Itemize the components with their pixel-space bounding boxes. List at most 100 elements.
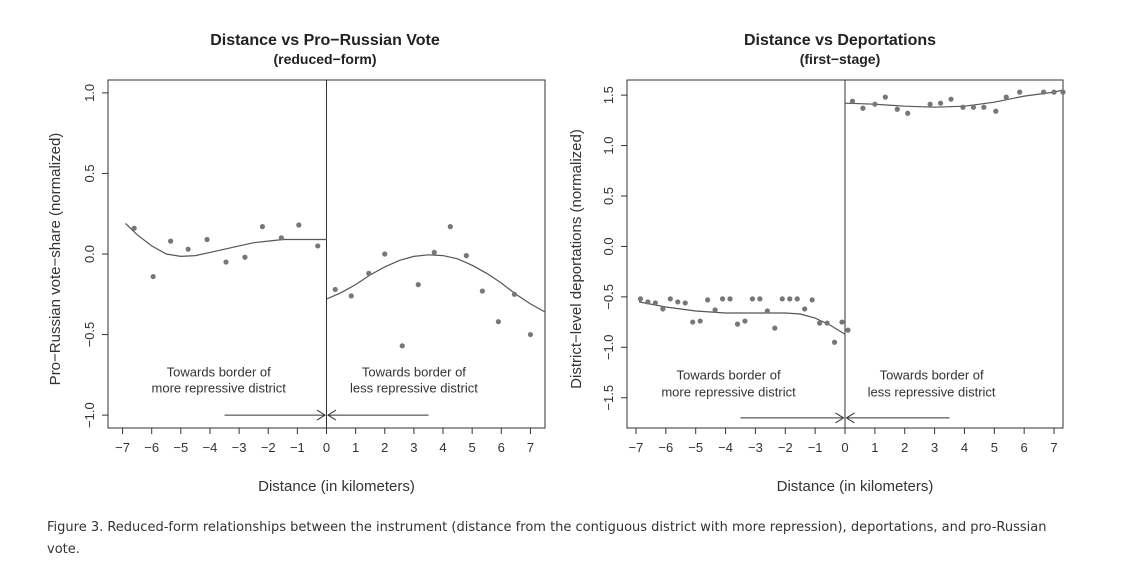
y-tick-label: 1.0 <box>82 84 97 102</box>
x-tick-label: −6 <box>658 440 673 455</box>
data-point <box>223 259 229 265</box>
data-point <box>727 296 733 302</box>
data-point <box>742 318 748 324</box>
data-point <box>399 343 405 349</box>
data-point <box>697 318 703 324</box>
data-point <box>734 321 741 327</box>
data-point <box>131 225 137 231</box>
data-point <box>527 331 534 338</box>
data-point <box>993 108 999 114</box>
data-point <box>1051 89 1057 95</box>
data-point <box>1040 89 1047 95</box>
x-tick-label: 0 <box>323 440 330 455</box>
data-point <box>712 307 718 313</box>
data-point <box>845 327 851 333</box>
fit-curve-right <box>844 89 1064 108</box>
annotation-line-1: Towards border of <box>880 368 984 383</box>
fit-curve-right <box>326 254 546 313</box>
y-tick-label: −0.5 <box>82 322 97 348</box>
data-point <box>970 104 977 110</box>
x-tick-label: −3 <box>232 440 247 455</box>
x-tick-label: −7 <box>115 440 130 455</box>
x-tick-label: −1 <box>290 440 305 455</box>
data-point <box>447 224 453 230</box>
data-point <box>667 296 673 302</box>
chart-title: Distance vs Pro−Russian Vote <box>210 32 440 49</box>
x-tick-label: 7 <box>1050 440 1057 455</box>
data-point <box>719 296 726 302</box>
x-tick-label: 3 <box>931 440 938 455</box>
figure: Distance vs Pro−Russian Vote (reduced−for… <box>47 32 1066 495</box>
x-tick-label: 5 <box>991 440 998 455</box>
x-tick-label: 2 <box>381 440 388 455</box>
x-tick-label: −6 <box>144 440 159 455</box>
data-point <box>787 296 793 302</box>
data-point <box>764 308 770 314</box>
y-tick-label: −0.5 <box>601 284 616 310</box>
x-tick-label: −3 <box>748 440 763 455</box>
data-point <box>682 300 688 306</box>
data-point <box>150 273 156 280</box>
data-point <box>860 105 866 111</box>
x-tick-label: 6 <box>498 440 505 455</box>
annotation-line-2: more repressive district <box>661 385 796 400</box>
y-tick-label: 0.5 <box>601 187 616 205</box>
data-point <box>749 296 756 302</box>
data-point <box>463 253 469 259</box>
data-point <box>757 296 763 302</box>
data-point <box>927 101 933 107</box>
arrow-head <box>835 412 845 424</box>
x-tick-label: −5 <box>688 440 703 455</box>
x-tick-label: 0 <box>841 440 848 455</box>
data-point <box>817 320 823 326</box>
x-tick-label: −1 <box>808 440 823 455</box>
fit-curve-left <box>638 301 846 335</box>
data-point <box>849 98 856 104</box>
data-point <box>948 96 954 102</box>
data-point <box>185 246 191 252</box>
fit-curve-left <box>125 222 327 258</box>
data-point <box>660 306 666 312</box>
x-axis-label: Distance (in kilometers) <box>258 478 415 495</box>
data-point <box>772 325 778 331</box>
data-point <box>278 235 284 241</box>
data-point <box>824 320 830 326</box>
annotation-line-2: less repressive district <box>868 385 996 400</box>
x-tick-label: −2 <box>778 440 793 455</box>
x-tick-label: −4 <box>718 440 733 455</box>
data-point <box>960 104 966 110</box>
x-tick-label: 6 <box>1021 440 1028 455</box>
annotation-line-2: more repressive district <box>152 381 287 396</box>
data-point <box>479 288 485 294</box>
data-point <box>495 319 501 325</box>
y-axis-label: District−level deportations (normalized) <box>568 129 585 389</box>
x-tick-label: 4 <box>961 440 968 455</box>
y-axis-label: Pro−Russian vote−share (normalized) <box>47 133 64 386</box>
x-tick-label: −4 <box>203 440 218 455</box>
data-point <box>259 224 266 230</box>
data-point <box>332 286 338 293</box>
data-point <box>296 222 302 228</box>
data-point <box>839 319 845 325</box>
data-point <box>794 296 800 302</box>
x-tick-label: 4 <box>439 440 446 455</box>
annotation-line-1: Towards border of <box>362 364 466 379</box>
data-point <box>1060 89 1066 95</box>
arrow-head <box>327 409 337 421</box>
data-point <box>645 299 651 305</box>
data-point <box>431 249 437 255</box>
data-point <box>168 238 174 244</box>
x-tick-label: 5 <box>469 440 476 455</box>
data-point <box>937 100 944 106</box>
data-point <box>831 339 838 345</box>
y-tick-label: 1.5 <box>601 86 616 104</box>
data-point <box>882 94 888 100</box>
data-point <box>802 306 808 312</box>
data-point <box>1003 94 1009 100</box>
x-tick-label: −7 <box>629 440 644 455</box>
chart-title: Distance vs Deportations <box>744 32 936 49</box>
panel-vote: Distance vs Pro−Russian Vote (reduced−for… <box>47 32 546 495</box>
annotation-line-1: Towards border of <box>677 368 781 383</box>
x-tick-label: 2 <box>901 440 908 455</box>
x-tick-label: 3 <box>410 440 417 455</box>
